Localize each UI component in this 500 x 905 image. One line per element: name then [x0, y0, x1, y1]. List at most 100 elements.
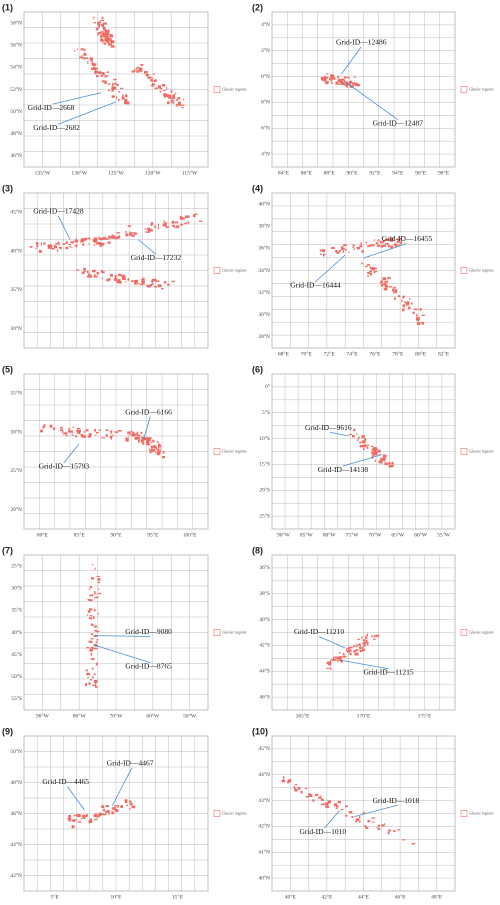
glacier-patch [154, 87, 158, 90]
glacier-patch [372, 821, 375, 823]
glacier-patch [157, 448, 161, 450]
grid-id-label: Grid-ID—4465 [42, 777, 89, 786]
glacier-patch [181, 106, 184, 109]
glacier-patch [347, 649, 352, 652]
grid-id-label: Grid-ID—9616 [305, 423, 352, 432]
glacier-patch [338, 656, 342, 659]
glacier-patch [337, 75, 340, 79]
glacier-patch [348, 647, 350, 649]
glacier-patch [94, 593, 97, 595]
glacier-patch [344, 244, 347, 246]
glacier-patch [352, 246, 355, 249]
glacier-patch [65, 241, 68, 244]
glacier-patch [138, 436, 140, 440]
grid-id-label: Grid-ID—2668 [28, 103, 75, 112]
glacier-patch [93, 237, 98, 241]
glacier-patch [385, 463, 389, 465]
glacier-patch [96, 575, 101, 577]
legend-swatch [213, 448, 221, 455]
glacier-patch [89, 57, 93, 60]
glacier-patch [365, 444, 370, 446]
glacier-patch [56, 249, 59, 252]
lon-tick-label: 5°E [51, 893, 60, 900]
glacier-patch [362, 642, 365, 644]
glacier-patch [331, 658, 334, 661]
glacier-patch [345, 805, 349, 808]
glacier-patch [137, 440, 140, 442]
glacier-patch [174, 92, 177, 95]
glacier-patch [331, 75, 335, 78]
lat-tick-label: 35°N [10, 390, 22, 397]
lon-tick-label: 90°E [110, 531, 122, 538]
glacier-patch [294, 787, 296, 789]
glacier-patch [174, 221, 179, 224]
glacier-patch [140, 278, 145, 281]
glacier-patch [329, 77, 332, 81]
glacier-patch [167, 226, 170, 228]
lat-tick-label: 40°S [11, 629, 22, 636]
glacier-patch [112, 82, 114, 86]
glacier-patch [382, 244, 386, 248]
glacier-patch [356, 246, 361, 250]
glacier-patch [72, 426, 74, 428]
annotation-arrow [342, 454, 382, 467]
glacier-patch [124, 799, 128, 802]
glacier-patch [118, 278, 121, 281]
glacier-patch [94, 67, 99, 70]
lat-tick-label: 4°N [261, 21, 270, 28]
glacier-patch [95, 641, 98, 644]
glacier-patch [154, 286, 157, 288]
glacier-patch [333, 656, 335, 660]
panel-label: (3) [2, 183, 13, 193]
glacier-patch [120, 805, 123, 809]
annotation-arrow [354, 804, 398, 817]
glacier-patch [373, 635, 376, 638]
glacier-patch [125, 437, 127, 440]
lon-tick-label: 72°E [324, 350, 336, 357]
glacier-patch [355, 649, 359, 651]
glacier-patch [136, 434, 141, 437]
lat-tick-label: 8°N [261, 99, 270, 106]
glacier-patch [104, 238, 107, 240]
glacier-patch [100, 74, 103, 77]
glacier-patch [80, 239, 82, 243]
glacier-patch [99, 24, 101, 26]
lon-tick-label: 135°W [35, 169, 51, 176]
glacier-patch [88, 617, 93, 619]
glacier-patch [378, 824, 381, 827]
glacier-patch [102, 32, 106, 35]
glacier-patch [357, 436, 360, 439]
glacier-patch [65, 434, 68, 436]
glacier-patch [105, 429, 109, 432]
glacier-patch [320, 803, 325, 806]
glacier-patch [373, 450, 377, 452]
glacier-patch [73, 815, 77, 817]
glacier-patch [107, 89, 110, 92]
glacier-patch [321, 249, 326, 253]
glacier-patch [90, 652, 93, 656]
glacier-patch [151, 84, 154, 87]
lon-tick-label: 82°E [438, 350, 450, 357]
glacier-patch [382, 283, 387, 286]
glacier-patch [178, 101, 181, 103]
glacier-patch [342, 655, 347, 658]
glacier-patch [155, 447, 158, 450]
glacier-patch [393, 286, 396, 289]
legend-label: Glacier regions [222, 629, 247, 634]
glacier-patch [355, 818, 360, 821]
legend-swatch [460, 267, 468, 274]
grid-id-label: Grid-ID—16444 [290, 281, 341, 290]
glacier-patch [92, 239, 97, 243]
glacier-patch [62, 433, 65, 435]
glacier-patch [42, 425, 45, 428]
glacier-patch [347, 650, 351, 653]
glacier-patch [140, 436, 145, 438]
glacier-patch [109, 435, 112, 439]
glacier-patch [140, 68, 143, 71]
glacier-patch [114, 809, 117, 812]
glacier-patch [380, 283, 384, 287]
glacier-patch [67, 817, 72, 820]
glacier-patch [317, 796, 322, 799]
lat-tick-label: 38°N [258, 222, 270, 229]
lon-tick-label: 70°W [368, 531, 382, 538]
